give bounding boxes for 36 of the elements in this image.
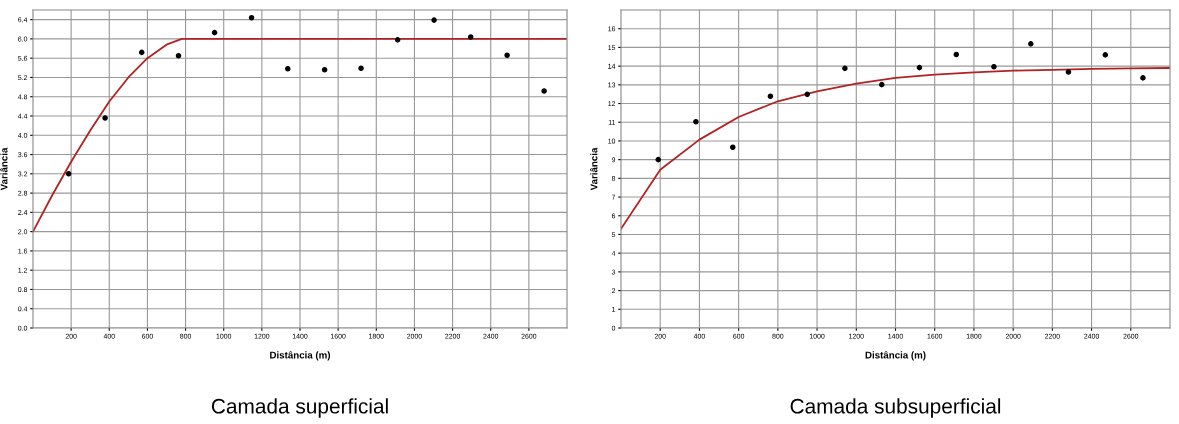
point (321, 66, 328, 73)
text: Camada subsuperficial (790, 398, 1001, 418)
point (467, 34, 474, 40)
point (953, 51, 960, 58)
point (431, 17, 437, 23)
line-series (33, 38, 567, 233)
x-axis-title: Distância (m) (270, 351, 331, 361)
point (394, 37, 401, 43)
point (504, 52, 510, 59)
y-axis-title: Variância (0, 147, 8, 191)
point (729, 144, 736, 151)
line-series (621, 67, 1170, 230)
point (878, 81, 885, 88)
point (767, 93, 774, 100)
point (804, 91, 811, 98)
point (1065, 69, 1072, 75)
point (65, 171, 72, 177)
x-axis-title: Distância (m) (865, 351, 926, 361)
point (991, 63, 997, 70)
point (102, 115, 108, 121)
point (1102, 52, 1109, 58)
point (358, 65, 364, 72)
point (916, 64, 923, 71)
point (693, 118, 699, 125)
point (842, 65, 848, 72)
point (211, 29, 218, 36)
text: Camada superficial (211, 398, 388, 418)
point (655, 156, 662, 163)
y-axis-title: Variância (590, 147, 598, 191)
point (248, 14, 255, 21)
point (175, 52, 182, 59)
point (541, 88, 547, 94)
point (1028, 41, 1034, 47)
point (285, 66, 291, 72)
point (138, 49, 145, 56)
point (1140, 75, 1146, 81)
